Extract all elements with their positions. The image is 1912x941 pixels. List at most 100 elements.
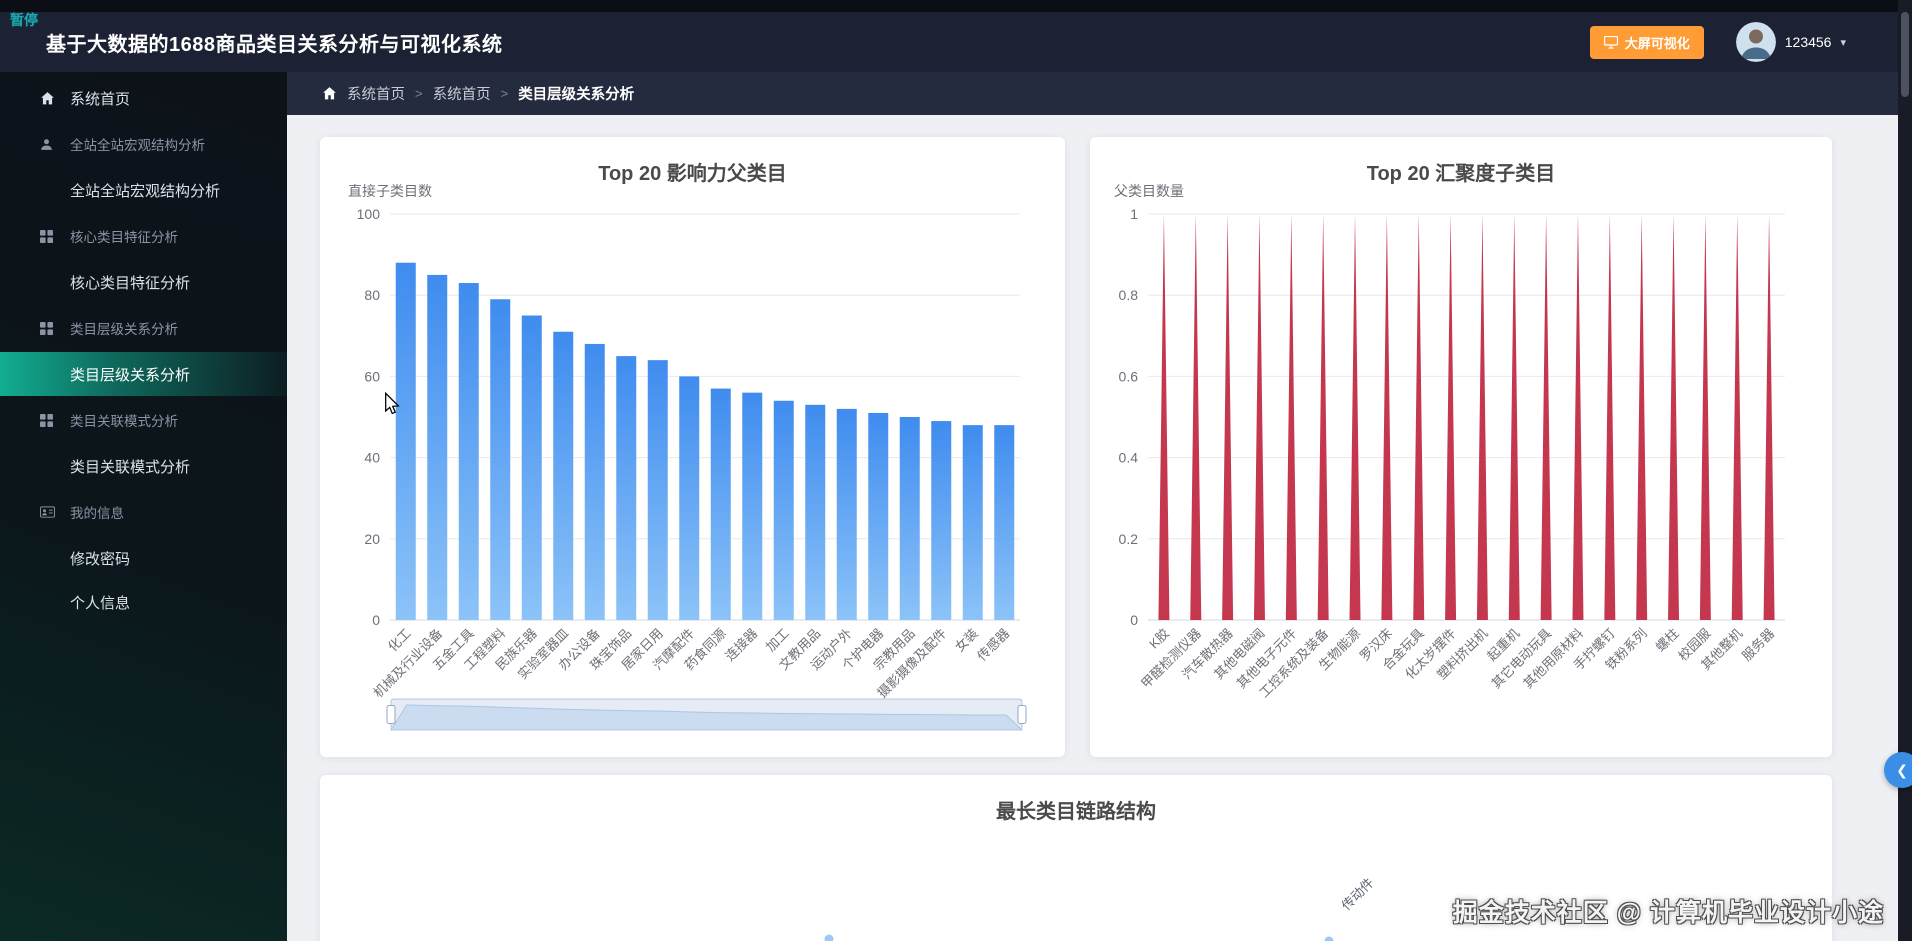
graph-node[interactable] bbox=[1324, 936, 1334, 941]
spike-bar[interactable] bbox=[1158, 214, 1170, 620]
card-top20-parent-categories: Top 20 影响力父类目 0 20 40 60 80 100 直接子类目数 化工 机械及行业设… bbox=[320, 137, 1065, 757]
x-category-label: 服务器 bbox=[1739, 626, 1777, 664]
spike-bar[interactable] bbox=[1349, 214, 1361, 620]
bar[interactable] bbox=[490, 299, 511, 620]
breadcrumb-item[interactable]: 系统首页 bbox=[347, 87, 405, 103]
bar[interactable] bbox=[899, 417, 920, 620]
recording-pause-label: 暂停 bbox=[10, 12, 38, 28]
spike-bar[interactable] bbox=[1540, 214, 1552, 620]
chevron-down-icon: ▾ bbox=[1840, 36, 1846, 49]
spike-bar[interactable] bbox=[1253, 214, 1265, 620]
mouse-cursor bbox=[385, 392, 400, 415]
spike-bar[interactable] bbox=[1572, 214, 1584, 620]
user-menu[interactable]: 123456 ▾ bbox=[1735, 22, 1846, 62]
chart-title: Top 20 汇聚度子类目 bbox=[1366, 163, 1556, 185]
y-tick-label: 40 bbox=[364, 450, 380, 466]
bar[interactable] bbox=[521, 315, 542, 621]
bar[interactable] bbox=[962, 425, 983, 620]
spike-bar[interactable] bbox=[1317, 214, 1329, 620]
sidebar-item-home[interactable]: 系统首页 bbox=[0, 76, 287, 120]
bigscreen-button[interactable]: 大屏可视化 bbox=[1589, 25, 1704, 59]
y-axis-name: 父类目数量 bbox=[1114, 183, 1184, 199]
sidebar-item[interactable]: 个人信息 bbox=[0, 580, 287, 624]
bar[interactable] bbox=[931, 421, 952, 620]
sidebar-item[interactable]: 类目关联模式分析 bbox=[0, 444, 287, 488]
spike-bar[interactable] bbox=[1731, 214, 1743, 620]
bar-chart[interactable]: 020406080100直接子类目数化工机械及行业设备五金工具工程塑料民族乐器实… bbox=[320, 137, 1065, 757]
scrollbar-thumb[interactable] bbox=[1901, 12, 1909, 97]
spike-chart[interactable]: 00.20.40.60.81父类目数量K胶甲醛检测仪器汽车散热器其他电磁阀其他电… bbox=[1090, 137, 1832, 757]
y-axis-name: 直接子类目数 bbox=[348, 183, 432, 199]
bar[interactable] bbox=[616, 356, 637, 620]
sidebar-item[interactable]: 类目层级关系分析 bbox=[0, 352, 287, 396]
bar[interactable] bbox=[427, 274, 448, 620]
grid-icon bbox=[40, 321, 60, 335]
graph-node[interactable] bbox=[824, 934, 834, 941]
sidebar-section[interactable]: 类目关联模式分析 bbox=[0, 396, 287, 444]
bar[interactable] bbox=[836, 408, 857, 620]
bar[interactable] bbox=[805, 404, 826, 620]
datazoom-handle[interactable] bbox=[386, 705, 396, 724]
sidebar-item-label: 类目关联模式分析 bbox=[70, 458, 191, 476]
bar[interactable] bbox=[584, 343, 605, 620]
bar[interactable] bbox=[994, 425, 1015, 620]
sidebar: 系统首页 全站全站宏观结构分析 全站全站宏观结构分析 核心类目特征分析 核心类目特征分析… bbox=[0, 72, 287, 941]
spike-bar[interactable] bbox=[1381, 214, 1393, 620]
y-tick-label: 0.8 bbox=[1119, 287, 1139, 303]
bar[interactable] bbox=[773, 400, 794, 620]
bar[interactable] bbox=[679, 376, 700, 620]
grid-icon bbox=[40, 229, 60, 243]
breadcrumb-band: 系统首页 > 系统首页 > 类目层级关系分析 bbox=[287, 72, 1912, 115]
bar[interactable] bbox=[647, 360, 668, 620]
spike-bar[interactable] bbox=[1413, 214, 1425, 620]
sidebar-section[interactable]: 核心类目特征分析 bbox=[0, 212, 287, 260]
home-icon[interactable] bbox=[322, 86, 337, 101]
card-top20-child-categories: Top 20 汇聚度子类目 0 0.2 0.4 0.6 0.8 1 父类目数量 K胶 甲醛检测仪… bbox=[1090, 137, 1832, 757]
bar[interactable] bbox=[458, 283, 479, 620]
graph-chart[interactable]: 传动件 bbox=[320, 775, 1832, 941]
spike-bar[interactable] bbox=[1190, 214, 1202, 620]
spike-bar[interactable] bbox=[1699, 214, 1711, 620]
spike-bar[interactable] bbox=[1285, 214, 1297, 620]
page-scrollbar[interactable] bbox=[1898, 0, 1912, 941]
y-tick-label: 0 bbox=[372, 612, 380, 628]
x-category-label: K胶 bbox=[1146, 626, 1172, 652]
bar[interactable] bbox=[553, 331, 574, 620]
y-tick-label: 0.6 bbox=[1119, 368, 1139, 384]
sidebar-item[interactable]: 核心类目特征分析 bbox=[0, 260, 287, 304]
spike-bar[interactable] bbox=[1636, 214, 1648, 620]
username: 123456 bbox=[1784, 34, 1832, 50]
bar[interactable] bbox=[710, 388, 731, 620]
spike-bar[interactable] bbox=[1668, 214, 1680, 620]
sidebar-section-label: 全站全站宏观结构分析 bbox=[70, 138, 205, 153]
avatar[interactable] bbox=[1735, 22, 1776, 62]
sidebar-item[interactable]: 全站全站宏观结构分析 bbox=[0, 168, 287, 212]
sidebar-item-label: 全站全站宏观结构分析 bbox=[70, 182, 221, 200]
graph-node-label: 传动件 bbox=[1339, 875, 1377, 913]
collapse-float-button[interactable]: ❮ bbox=[1884, 752, 1912, 788]
bar[interactable] bbox=[742, 392, 763, 620]
breadcrumb-separator: > bbox=[500, 86, 509, 101]
content: Top 20 影响力父类目 0 20 40 60 80 100 直接子类目数 化工 机械及行业设… bbox=[287, 115, 1912, 941]
y-tick-label: 60 bbox=[364, 368, 380, 384]
sidebar-section[interactable]: 我的信息 bbox=[0, 488, 287, 536]
spike-bar[interactable] bbox=[1445, 214, 1457, 620]
datazoom-handle[interactable] bbox=[1017, 705, 1027, 724]
bar[interactable] bbox=[868, 412, 889, 620]
sidebar-section[interactable]: 全站全站宏观结构分析 bbox=[0, 120, 287, 168]
y-tick-label: 0.2 bbox=[1119, 531, 1139, 547]
spike-bar[interactable] bbox=[1604, 214, 1616, 620]
datazoom-selection[interactable] bbox=[391, 699, 1022, 730]
sidebar-item[interactable]: 修改密码 bbox=[0, 536, 287, 580]
spike-bar[interactable] bbox=[1222, 214, 1234, 620]
spike-bar[interactable] bbox=[1476, 214, 1488, 620]
sidebar-section-label: 我的信息 bbox=[70, 506, 124, 521]
grid-icon bbox=[40, 413, 60, 427]
bar[interactable] bbox=[395, 262, 416, 620]
breadcrumb-item[interactable]: 系统首页 bbox=[432, 87, 491, 103]
spike-bar[interactable] bbox=[1763, 214, 1775, 620]
app-header: 基于大数据的1688商品类目关系分析与可视化系统 大屏可视化 123456 ▾ bbox=[0, 12, 1912, 72]
spike-bar[interactable] bbox=[1508, 214, 1520, 620]
sidebar-section[interactable]: 类目层级关系分析 bbox=[0, 304, 287, 352]
breadcrumb: 系统首页 > 系统首页 > 类目层级关系分析 bbox=[322, 83, 634, 104]
